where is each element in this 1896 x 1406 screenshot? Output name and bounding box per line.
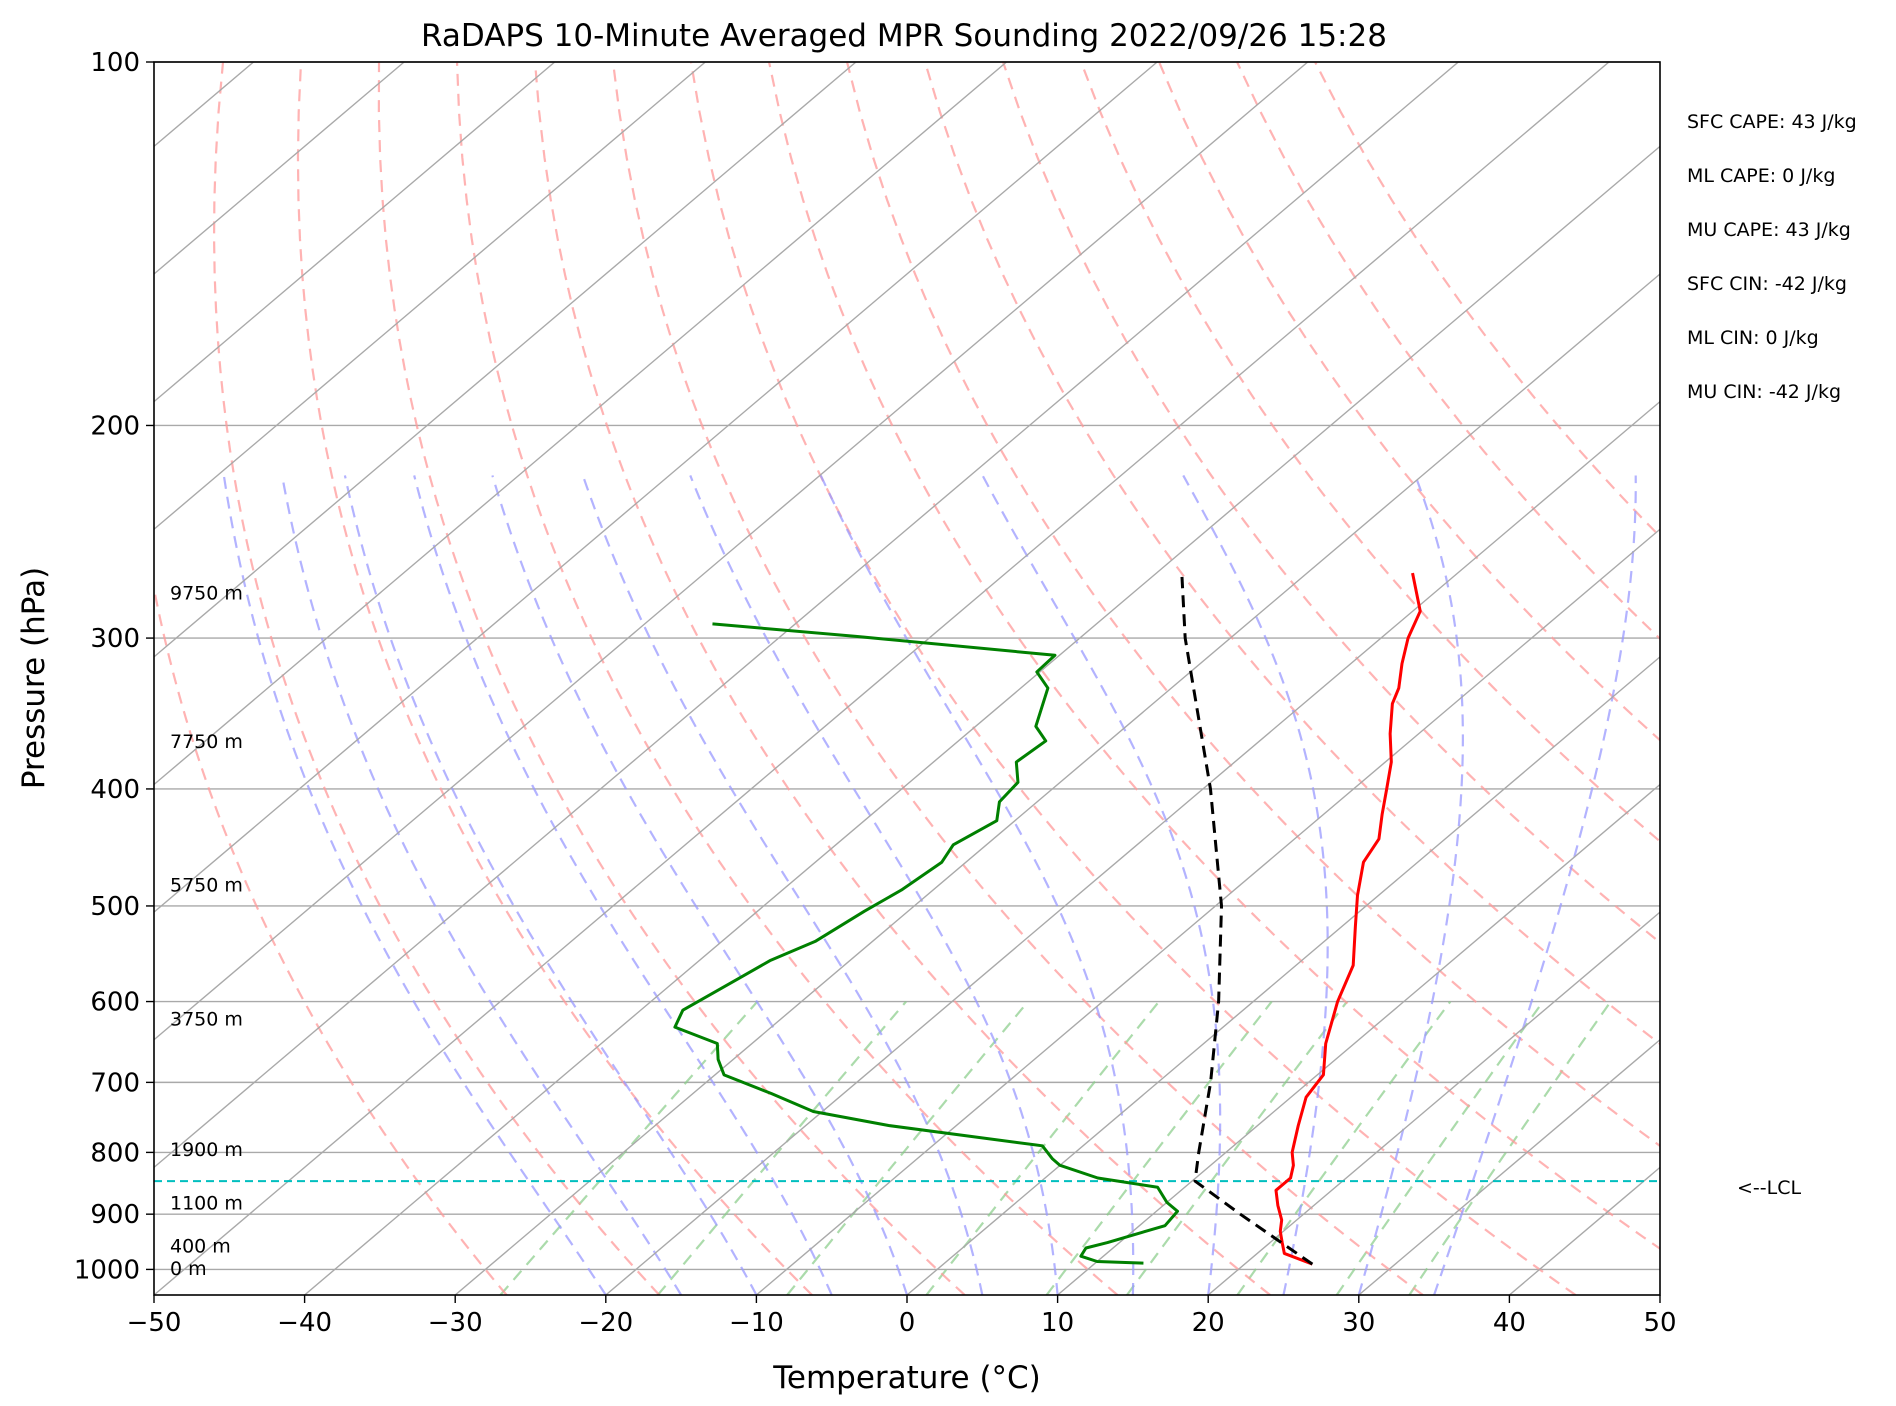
isotherm-line: [755, 528, 1660, 1295]
x-tick-label: 10: [1041, 1308, 1074, 1338]
height-label: 1900 m: [170, 1139, 243, 1161]
sounding-profiles: [673, 572, 1422, 1266]
dry-adiabat-line: [845, 62, 1660, 1148]
stability-index-label: MU CIN: -42 J/kg: [1687, 381, 1841, 403]
moist-adiabat-line: [1433, 475, 1637, 1295]
stability-index-label: ML CIN: 0 J/kg: [1687, 327, 1819, 349]
isotherm-line: [154, 62, 706, 531]
parcel-profile-line: [1180, 576, 1314, 1266]
stability-index-label: ML CAPE: 0 J/kg: [1687, 165, 1835, 187]
x-tick-label: −50: [127, 1308, 182, 1338]
isotherm-line: [906, 655, 1660, 1295]
dry-adiabat-line: [212, 62, 661, 1295]
x-tick-label: 0: [899, 1308, 916, 1338]
isotherms: [154, 62, 1660, 1295]
stability-index-label: SFC CAPE: 43 J/kg: [1687, 111, 1857, 133]
dewpoint-profile-line: [673, 622, 1180, 1265]
y-tick-label: 600: [90, 988, 140, 1018]
mixing-ratio-line: [656, 1000, 907, 1295]
lcl-label: <--LCL: [1737, 1177, 1801, 1199]
y-tick-label: 800: [90, 1138, 140, 1168]
lcl-line-group: <--LCL: [154, 1177, 1801, 1199]
y-tick-label: 400: [90, 775, 140, 805]
mixing-ratio-line: [786, 1000, 1029, 1295]
height-label: 0 m: [170, 1258, 207, 1280]
isotherm-line: [1057, 783, 1660, 1295]
isotherm-line: [154, 62, 1309, 1041]
height-label: 1100 m: [170, 1192, 243, 1214]
mixing-ratio-line: [1126, 1000, 1348, 1295]
dry-adiabat-line: [154, 583, 508, 1295]
dry-adiabat-line: [689, 62, 1577, 1295]
x-tick-label: 50: [1643, 1308, 1676, 1338]
moist-adiabat-line: [491, 475, 909, 1295]
plot-area: <--LCL 9750 m 7750 m 5750 m 3750 m 1900 m 110…: [153, 61, 1801, 1296]
y-tick-label: 200: [90, 411, 140, 441]
y-tick-label: 700: [90, 1068, 140, 1098]
mixing-ratio-lines: [499, 1000, 1612, 1295]
isotherm-line: [154, 62, 857, 658]
isotherm-line: [605, 400, 1660, 1295]
mixing-ratio-line: [1335, 1000, 1544, 1295]
isotherm-line: [154, 62, 1007, 786]
dry-adiabat-line: [767, 62, 1660, 1251]
dry-adiabat-line: [455, 62, 1119, 1295]
y-tick-label: 300: [90, 624, 140, 654]
x-tick-label: −20: [578, 1308, 633, 1338]
x-tick-label: −10: [729, 1308, 784, 1338]
isotherm-line: [154, 62, 1158, 914]
stability-index-label: MU CAPE: 43 J/kg: [1687, 219, 1851, 241]
moist-adiabat-line: [581, 475, 984, 1295]
y-tick-label: 1000: [74, 1255, 140, 1285]
dry-adiabat-line: [296, 62, 813, 1295]
x-tick-label: 40: [1493, 1308, 1526, 1338]
x-axis-label: Temperature (°C): [772, 1360, 1041, 1396]
isotherm-line: [154, 62, 1610, 1295]
dry-adiabat-line: [533, 62, 1271, 1295]
y-tick-label: 900: [90, 1200, 140, 1230]
mixing-ratio-line: [499, 1000, 759, 1295]
x-tick-label: 30: [1342, 1308, 1375, 1338]
y-tick-label: 100: [90, 48, 140, 78]
isotherm-line: [454, 273, 1660, 1295]
height-label: 7750 m: [170, 731, 243, 753]
stability-index-label: SFC CIN: -42 J/kg: [1687, 273, 1847, 295]
stability-indices: SFC CAPE: 43 J/kg ML CAPE: 0 J/kg MU CAPE:…: [1687, 111, 1857, 403]
height-label: 5750 m: [170, 875, 243, 897]
isotherm-line: [304, 145, 1660, 1295]
height-labels: 9750 m 7750 m 5750 m 3750 m 1900 m 1100 m 400 …: [170, 582, 243, 1279]
isotherm-line: [154, 62, 1459, 1169]
height-label: 9750 m: [170, 582, 243, 604]
moist-adiabat-line: [819, 474, 1135, 1295]
chart-title: RaDAPS 10-Minute Averaged MPR Sounding 2…: [421, 18, 1387, 54]
y-axis-ticks: 100 200 300 400 500 600 700 800 900 1000: [74, 48, 154, 1285]
temperature-profile-line: [1274, 572, 1422, 1266]
x-tick-label: 20: [1192, 1308, 1225, 1338]
mixing-ratio-line: [1408, 1000, 1612, 1295]
moist-adiabat-line: [343, 475, 758, 1295]
height-label: 400 m: [170, 1235, 231, 1257]
moist-adiabat-line: [1182, 474, 1329, 1295]
mixing-ratio-line: [1045, 1000, 1273, 1295]
y-tick-label: 500: [90, 892, 140, 922]
moist-adiabat-line: [413, 475, 833, 1295]
moist-adiabat-line: [281, 475, 683, 1295]
mixing-ratio-line: [925, 1000, 1160, 1295]
moist-adiabat-line: [222, 475, 607, 1295]
isotherm-line: [154, 62, 556, 403]
mixing-ratio-line: [1236, 1000, 1452, 1295]
dry-adiabats: [154, 62, 1660, 1295]
isotherm-line: [1358, 1038, 1660, 1295]
height-label: 3750 m: [170, 1009, 243, 1031]
isotherm-line: [1207, 911, 1660, 1295]
x-tick-label: −30: [428, 1308, 483, 1338]
x-tick-label: −40: [277, 1308, 332, 1338]
y-axis-label: Pressure (hPa): [16, 567, 52, 789]
isotherm-line: [154, 62, 405, 275]
x-axis-ticks: −50 −40 −30 −20 −10 0 10 20 30 40 50: [127, 1295, 1677, 1338]
